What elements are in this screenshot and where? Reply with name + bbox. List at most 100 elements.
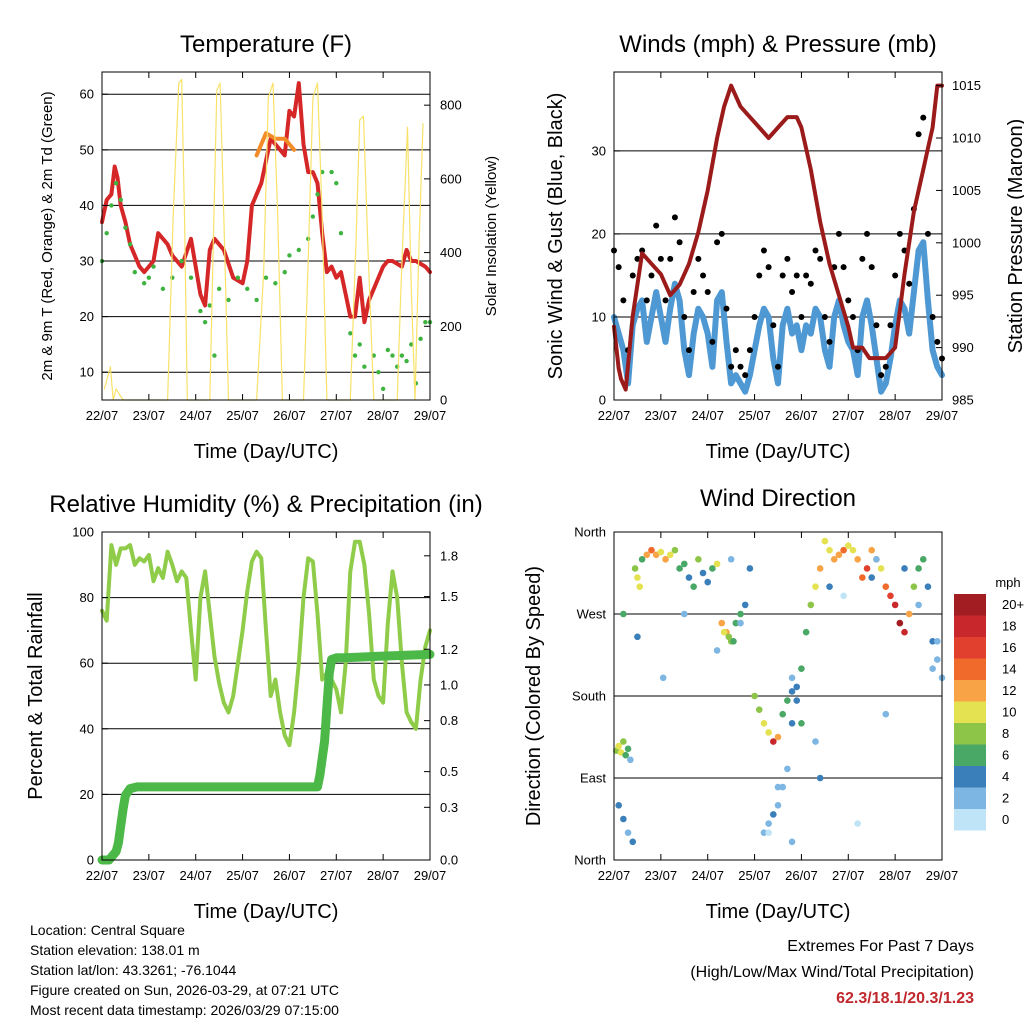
winds-gust-point — [756, 272, 763, 279]
temperature-2m-td-point — [399, 353, 405, 358]
winds-xtick-label: 27/07 — [832, 408, 865, 423]
direction-point — [854, 820, 861, 827]
direction-point — [730, 638, 737, 645]
humidity-ytick-right-label: 0.8 — [440, 713, 458, 728]
winds-gust-point — [732, 347, 739, 354]
direction-point — [919, 556, 927, 563]
direction-xtick-label: 23/07 — [645, 868, 678, 883]
direction-point — [896, 619, 904, 627]
temperature-2m-td-point — [380, 386, 386, 392]
temperature-ytick-right-label: 600 — [440, 171, 462, 186]
direction-point — [788, 688, 796, 695]
winds-gust-point — [676, 239, 683, 246]
winds-gust-point — [681, 313, 688, 320]
temperature-ytick-right-label: 0 — [440, 393, 447, 408]
winds-gust-point — [840, 264, 847, 271]
winds-gust-point — [648, 272, 655, 279]
humidity-ytick-label: 20 — [80, 787, 94, 802]
humidity-xtick-label: 28/07 — [367, 868, 400, 883]
direction-point — [849, 546, 857, 554]
temperature-2m-td-point — [160, 286, 166, 292]
temperature-ytick-label: 10 — [80, 365, 94, 380]
temperature-ytick-label: 20 — [80, 309, 94, 324]
temperature-2m-td-point — [212, 353, 217, 358]
temperature-2m-td-point — [282, 269, 287, 275]
direction-point — [793, 697, 801, 704]
winds-gust-point — [742, 372, 749, 379]
humidity-ytick-right-label: 1.8 — [440, 548, 458, 563]
direction-point — [657, 548, 665, 556]
humidity-xtick-label: 25/07 — [226, 868, 259, 883]
temperature-2m-td-point — [151, 264, 156, 269]
winds-gust-point — [868, 264, 875, 271]
direction-xtick-label: 28/07 — [879, 868, 912, 883]
direction-point — [634, 633, 641, 641]
legend-label: 6 — [1002, 748, 1009, 763]
legend-label: 8 — [1002, 726, 1009, 741]
winds-gust-point — [671, 214, 678, 221]
direction-point — [784, 765, 791, 773]
legend-swatch — [954, 744, 986, 766]
temperature-2m-td-point — [226, 297, 231, 303]
legend-label: 4 — [1002, 769, 1009, 784]
legend-label: 14 — [1002, 662, 1016, 677]
humidity-ytick-right-label: 1.2 — [440, 642, 458, 657]
direction-point — [830, 556, 838, 563]
temperature-frame — [101, 71, 431, 401]
temperature-ytick-right-label: 200 — [440, 319, 462, 334]
legend-label: 18 — [1002, 619, 1016, 634]
created-text: Figure created on Sun, 2026-03-29, at 07… — [30, 982, 339, 998]
temperature-2m-td-point — [287, 253, 292, 258]
direction-point — [821, 537, 829, 545]
direction-point — [622, 751, 630, 759]
winds-gust-point — [620, 297, 627, 304]
temperature-2m-td-point — [235, 275, 241, 280]
direction-point — [779, 710, 786, 718]
winds-gust-point — [821, 313, 828, 320]
legend-title: mph — [995, 575, 1020, 590]
winds-frame — [613, 71, 943, 401]
winds-xtick-label: 24/07 — [691, 408, 724, 423]
direction-point — [826, 583, 833, 590]
temperature-2m-td-point — [216, 286, 222, 292]
direction-point — [868, 546, 876, 554]
direction-point — [901, 565, 908, 572]
winds-gust-point — [934, 338, 941, 345]
temperature-2m-td-point — [385, 347, 391, 353]
direction-point — [807, 601, 815, 609]
temperature-solar-line — [103, 78, 424, 401]
extremes-values: 62.3/18.1/20.3/1.23 — [836, 990, 974, 1007]
direction-ylabel: Direction (Colored By Speed) — [523, 566, 545, 826]
legend-swatch — [954, 615, 986, 637]
direction-xtick-label: 26/07 — [785, 868, 818, 883]
temperature-2m-td-point — [263, 275, 269, 280]
direction-point — [840, 546, 847, 554]
humidity-ytick-right-label: 1.0 — [440, 677, 458, 692]
temperature-2m-td-point — [245, 286, 250, 292]
winds-gust-point — [920, 114, 927, 121]
humidity-ytick-label: 80 — [80, 590, 94, 605]
direction-point — [648, 546, 655, 554]
direction-ytick-label: North — [574, 525, 606, 540]
direction-point — [620, 610, 627, 618]
temperature-xtick-label: 23/07 — [133, 408, 166, 423]
temperature-2m-td-point — [273, 281, 278, 286]
temperature-2m-td-point — [104, 231, 109, 236]
temperature-xtick-label: 27/07 — [320, 408, 353, 423]
temperature-ytick-label: 40 — [80, 198, 94, 213]
elevation-text: Station elevation: 138.01 m — [30, 942, 200, 958]
winds-xlabel: Time (Day/UTC) — [706, 441, 851, 463]
direction-ytick-label: North — [574, 853, 606, 868]
direction-point — [798, 665, 805, 672]
info-block: Location: Central Square Station elevati… — [30, 920, 339, 1020]
direction-point — [751, 692, 758, 700]
temperature-2m-td-point — [348, 331, 353, 336]
legend-swatch — [954, 787, 986, 809]
direction-point — [737, 610, 744, 618]
temperature-ytick-right-label: 400 — [440, 245, 462, 260]
direction-point — [915, 601, 922, 609]
humidity-ytick-right-label: 1.5 — [440, 589, 458, 604]
winds-gust-point — [723, 305, 730, 312]
temperature-xtick-label: 26/07 — [273, 408, 306, 423]
direction-point — [854, 556, 861, 563]
